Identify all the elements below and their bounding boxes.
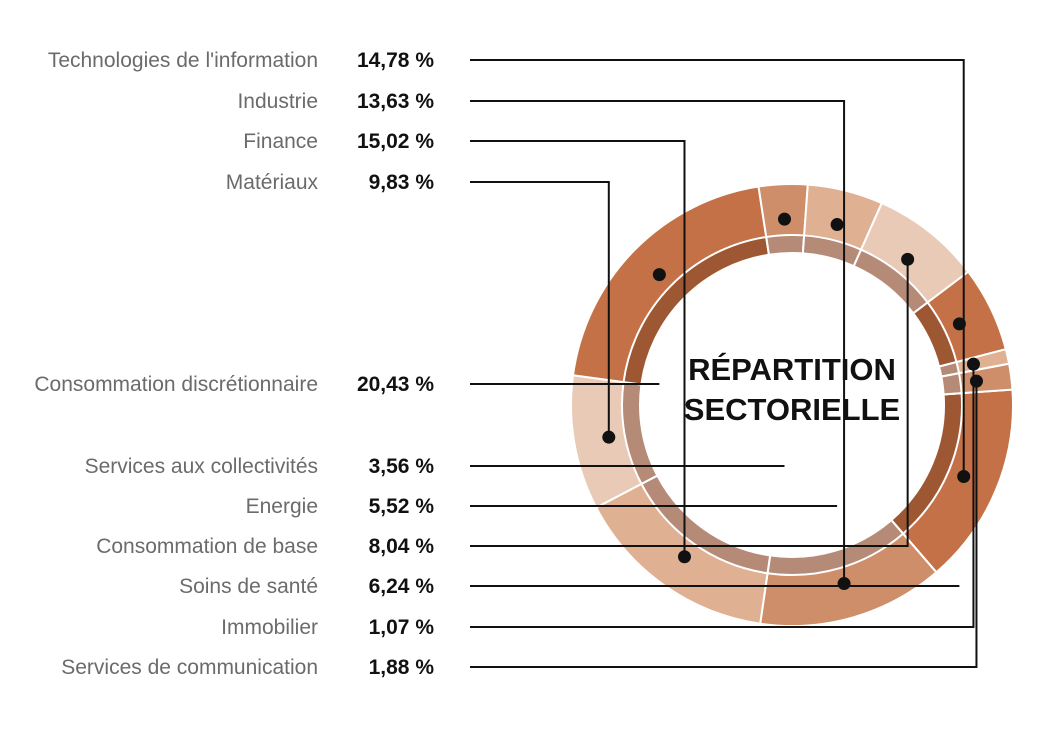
chart-title-line-2: SECTORIELLE [684,392,900,427]
category-label: Immobilier [221,616,318,639]
category-label: Energie [246,495,318,518]
percent-label: 15,02 % [357,130,434,153]
category-label: Finance [243,130,318,153]
percent-label: 3,56 % [369,455,435,478]
category-label: Consommation discrétionnaire [34,373,318,396]
category-label: Matériaux [226,171,319,194]
chart-title-line-1: RÉPARTITION [688,352,896,387]
percent-label: 14,78 % [357,49,434,72]
leader-dot [830,218,844,232]
donut-ring [570,183,1014,627]
category-label: Services aux collectivités [85,455,318,478]
percent-label: 1,07 % [369,616,435,639]
leader-dot [652,268,666,282]
leader-line [470,181,610,438]
leader-dot [677,550,691,564]
percent-label: 1,88 % [369,656,435,679]
leader-dot [602,430,616,444]
donut-inner-band-11 [940,372,963,396]
percent-label: 5,52 % [369,495,435,518]
category-label: Consommation de base [96,535,318,558]
category-label: Soins de santé [179,575,318,598]
category-label: Services de communication [61,656,318,679]
percent-label: 6,24 % [369,575,435,598]
leader-line [470,259,909,547]
percent-label: 9,83 % [369,171,435,194]
leader-line [470,59,965,477]
category-label: Industrie [237,90,318,113]
leader-dot [778,212,792,226]
leader-line [470,364,975,628]
leader-dot [969,374,983,388]
percent-label: 13,63 % [357,90,434,113]
percent-label: 20,43 % [357,373,434,396]
leader-dot [957,469,971,483]
leader-dot [901,252,915,266]
leader-lines [470,59,983,668]
leader-line [470,100,846,584]
leader-line [470,381,978,668]
percent-label: 8,04 % [369,535,435,558]
leader-line [470,140,686,557]
leader-dot [966,357,980,371]
donut-inner-band-6 [765,234,806,256]
leader-dot [952,317,966,331]
category-labels: Technologies de l'information 14,78 % Indu… [34,49,434,679]
leader-dot [837,577,851,591]
category-label: Technologies de l'information [48,49,318,72]
